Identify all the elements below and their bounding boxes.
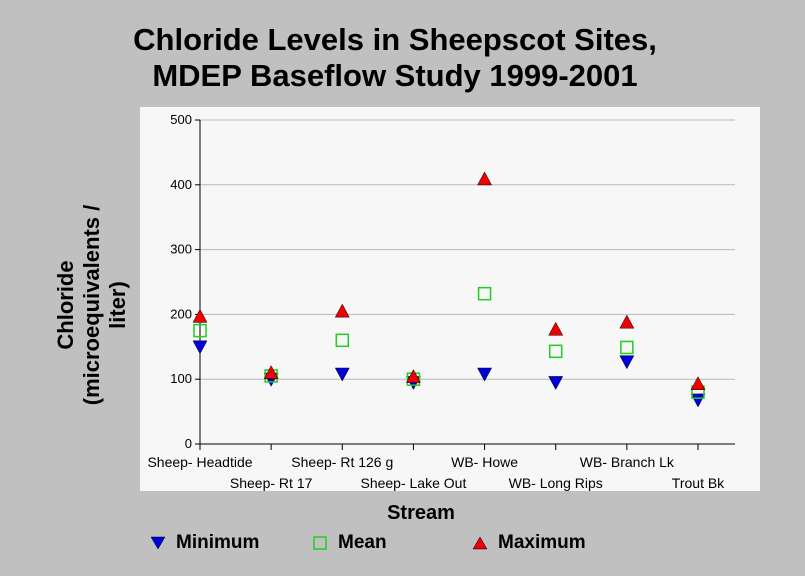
- x-tick-label: Sheep- Headtide: [147, 454, 252, 470]
- legend-label-maximum: Maximum: [498, 532, 586, 553]
- y-axis-label: Chloride (microequivalents / liter): [53, 205, 131, 406]
- x-tick-label: Trout Bk: [672, 475, 725, 491]
- x-tick-label: WB- Branch Lk: [580, 454, 675, 470]
- mean-point: [193, 323, 207, 338]
- minimum-point: [334, 367, 350, 382]
- plot-area: [140, 107, 760, 491]
- maximum-point: [477, 171, 492, 186]
- x-axis-label: Stream: [387, 502, 455, 524]
- y-axis-label-line-3: liter): [105, 281, 130, 329]
- minimum-point: [619, 355, 635, 370]
- maximum-marker-icon: [472, 536, 488, 550]
- y-axis-label-line-2: (microequivalents /: [79, 204, 104, 406]
- y-tick-label: 200: [170, 306, 192, 321]
- legend-item-mean: Mean: [312, 532, 387, 554]
- x-tick-label: Sheep- Lake Out: [360, 475, 466, 491]
- x-tick-label: Sheep- Rt 17: [230, 475, 313, 491]
- minimum-point: [548, 376, 564, 390]
- minimum-point: [477, 367, 492, 382]
- maximum-point: [406, 369, 421, 383]
- chart-title-line-1: Chloride Levels in Sheepscot Sites,: [133, 22, 657, 57]
- chart-title-line-2: MDEP Baseflow Study 1999-2001: [152, 58, 638, 93]
- legend-label-mean: Mean: [338, 532, 387, 553]
- chart-title: Chloride Levels in Sheepscot Sites, MDEP…: [0, 22, 790, 94]
- mean-point: [335, 333, 350, 348]
- minimum-point: [192, 340, 208, 355]
- maximum-point: [192, 308, 208, 323]
- legend: Minimum Mean Maximum: [0, 532, 805, 560]
- legend-item-minimum: Minimum: [150, 532, 259, 554]
- mean-point: [477, 286, 492, 301]
- y-tick-label: 300: [170, 242, 192, 257]
- x-tick-label: WB- Howe: [451, 454, 518, 470]
- y-tick-label: 100: [170, 371, 192, 386]
- maximum-point: [263, 365, 279, 379]
- maximum-point: [690, 376, 706, 390]
- maximum-point: [334, 303, 350, 318]
- y-axis-label-line-1: Chloride: [53, 260, 78, 350]
- mean-point: [548, 344, 563, 359]
- y-tick-label: 500: [170, 112, 192, 127]
- minimum-point: [690, 393, 706, 408]
- legend-label-minimum: Minimum: [176, 532, 260, 553]
- y-tick-label: 400: [170, 177, 192, 192]
- legend-item-maximum: Maximum: [472, 532, 586, 554]
- x-tick-label: WB- Long Rips: [509, 475, 603, 491]
- y-tick-label: 0: [185, 436, 192, 451]
- mean-point: [620, 340, 634, 355]
- maximum-point: [548, 321, 564, 336]
- minimum-marker-icon: [150, 536, 166, 550]
- x-tick-label: Sheep- Rt 126 g: [291, 454, 393, 470]
- mean-marker-icon: [313, 536, 327, 550]
- maximum-point: [619, 314, 635, 329]
